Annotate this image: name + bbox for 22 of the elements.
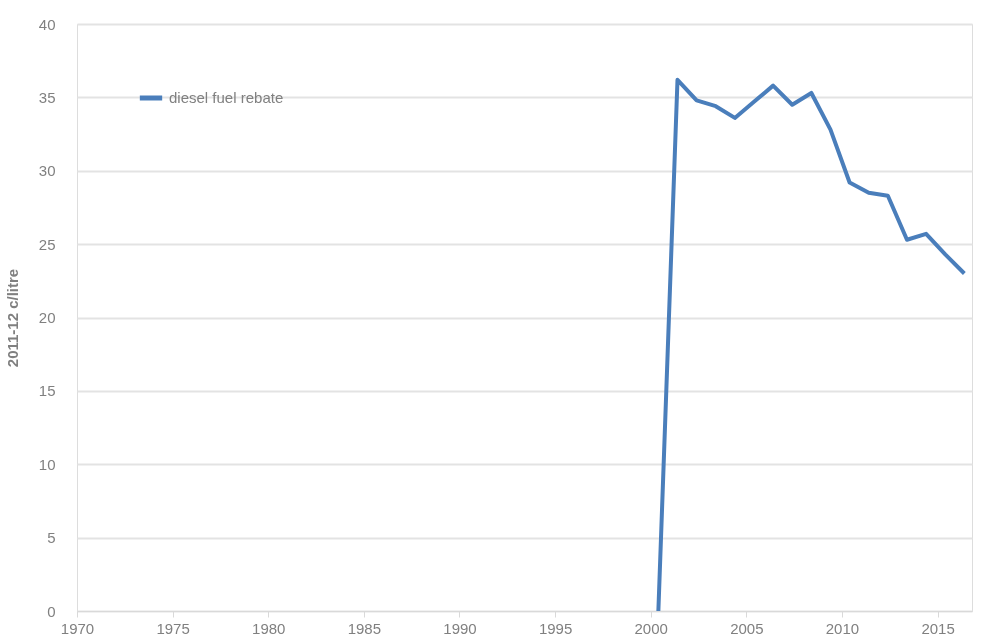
y-tick-label: 40 xyxy=(38,15,56,33)
x-tick-label: 1975 xyxy=(156,619,190,637)
legend-label: diesel fuel rebate xyxy=(169,89,284,106)
y-tick-label: 0 xyxy=(47,602,56,620)
x-tick-label: 2015 xyxy=(921,619,955,637)
y-tick-label: 5 xyxy=(47,529,56,547)
x-tick-label: 2000 xyxy=(634,619,668,637)
x-tick-label: 1970 xyxy=(60,619,95,637)
x-tick-label: 1985 xyxy=(347,619,382,637)
x-tick-label: 1995 xyxy=(538,619,573,637)
x-tick-label: 2005 xyxy=(730,619,764,637)
x-tick-label: 1990 xyxy=(443,619,477,637)
x-tick-label: 1980 xyxy=(252,619,286,637)
y-axis-title: 2011-12 c/litre xyxy=(3,268,21,368)
y-tick-label: 10 xyxy=(38,455,56,473)
y-tick-label: 25 xyxy=(38,235,56,253)
y-tick-label: 20 xyxy=(38,309,56,326)
line-series xyxy=(656,77,967,613)
x-tick-label: 2010 xyxy=(825,619,860,637)
y-tick-label: 15 xyxy=(38,382,56,400)
y-tick-label: 30 xyxy=(38,162,56,180)
y-tick-label: 35 xyxy=(38,88,56,106)
